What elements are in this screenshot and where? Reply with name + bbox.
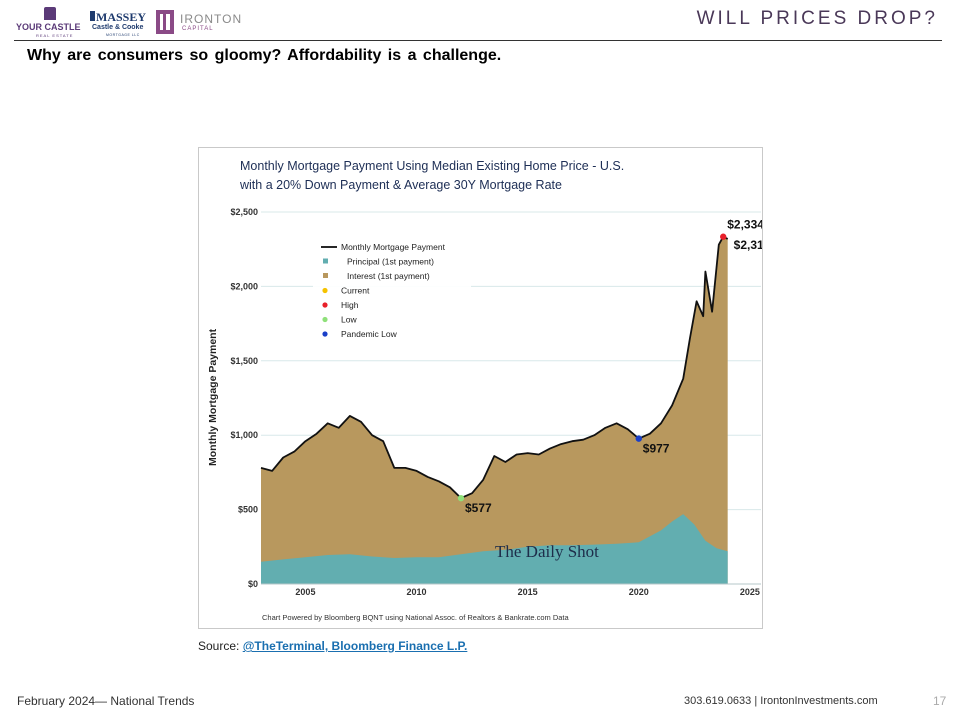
point-high <box>720 233 727 240</box>
source-line: Source: @TheTerminal, Bloomberg Finance … <box>198 639 468 653</box>
ironton-mark-icon <box>156 10 174 34</box>
chart-footnote: Chart Powered by Bloomberg BQNT using Na… <box>262 613 570 622</box>
principal-area <box>261 514 728 584</box>
footer-date: February 2024— National Trends <box>17 694 195 708</box>
legend-swatch-interest <box>323 273 328 278</box>
legend-entry: High <box>341 300 359 310</box>
legend-entry: Interest (1st payment) <box>347 271 430 281</box>
legend-entry: Principal (1st payment) <box>347 257 434 267</box>
massey-mark-icon <box>90 11 95 21</box>
y-tick-label: $1,500 <box>230 356 258 366</box>
castle-icon <box>44 7 56 20</box>
x-tick-label: 2005 <box>295 587 315 597</box>
header-divider <box>14 40 942 41</box>
y-tick-label: $0 <box>248 579 258 589</box>
ironton-logo: IRONTON CAPITAL <box>156 8 250 38</box>
legend-background <box>313 238 471 344</box>
slide-title: WILL PRICES DROP? <box>696 8 938 29</box>
legend-entry: Current <box>341 286 370 296</box>
x-tick-label: 2015 <box>518 587 538 597</box>
source-link[interactable]: @TheTerminal, Bloomberg Finance L.P. <box>242 639 468 653</box>
legend-entry: Monthly Mortgage Payment <box>341 242 446 252</box>
legend-swatch-low <box>322 316 328 323</box>
y-tick-label: $2,000 <box>230 281 258 291</box>
point-low <box>457 494 465 502</box>
daily-shot-watermark: The Daily Shot <box>495 542 599 561</box>
header-logos: YOUR CASTLE REAL ESTATE MASSEY Castle & … <box>14 6 249 40</box>
y-axis-label: Monthly Mortgage Payment <box>207 328 219 466</box>
mortgage-payment-chart: Monthly Mortgage Payment Using Median Ex… <box>207 159 762 622</box>
point-pandemic-low <box>635 435 642 442</box>
page-number: 17 <box>933 694 947 708</box>
chart-panel: Monthly Mortgage Payment Using Median Ex… <box>198 147 763 629</box>
chart-title-line2: with a 20% Down Payment & Average 30Y Mo… <box>239 178 562 192</box>
interest-area <box>261 236 728 584</box>
point-label: $577 <box>465 501 492 515</box>
x-tick-label: 2010 <box>407 587 427 597</box>
legend-swatch-pandemic-low <box>322 331 328 337</box>
slide-subtitle: Why are consumers so gloomy? Affordabili… <box>27 47 502 64</box>
legend-entry: Pandemic Low <box>341 329 398 339</box>
y-tick-label: $2,500 <box>230 207 258 217</box>
chart-title-line1: Monthly Mortgage Payment Using Median Ex… <box>240 159 624 173</box>
massey-logo: MASSEY Castle & Cooke MORTGAGE LLC <box>90 10 147 37</box>
y-tick-label: $1,000 <box>230 430 258 440</box>
legend-entry: Low <box>341 315 357 325</box>
legend-swatch-principal <box>323 258 328 264</box>
legend-swatch-high <box>322 302 328 308</box>
x-tick-label: 2025 <box>740 587 760 597</box>
x-tick-label: 2020 <box>629 587 649 597</box>
chart-legend: Monthly Mortgage Payment Principal (1st p… <box>313 238 471 344</box>
footer-contact: 303.619.0633 | IrontonInvestments.com <box>684 695 878 707</box>
point-label: $977 <box>643 442 670 456</box>
point-label: $2,319 <box>734 238 762 252</box>
legend-swatch-current <box>322 287 328 294</box>
y-tick-label: $500 <box>238 505 258 515</box>
payment-line <box>260 235 729 499</box>
point-label: $2,334 <box>727 218 762 232</box>
your-castle-logo: YOUR CASTLE REAL ESTATE <box>14 6 86 40</box>
